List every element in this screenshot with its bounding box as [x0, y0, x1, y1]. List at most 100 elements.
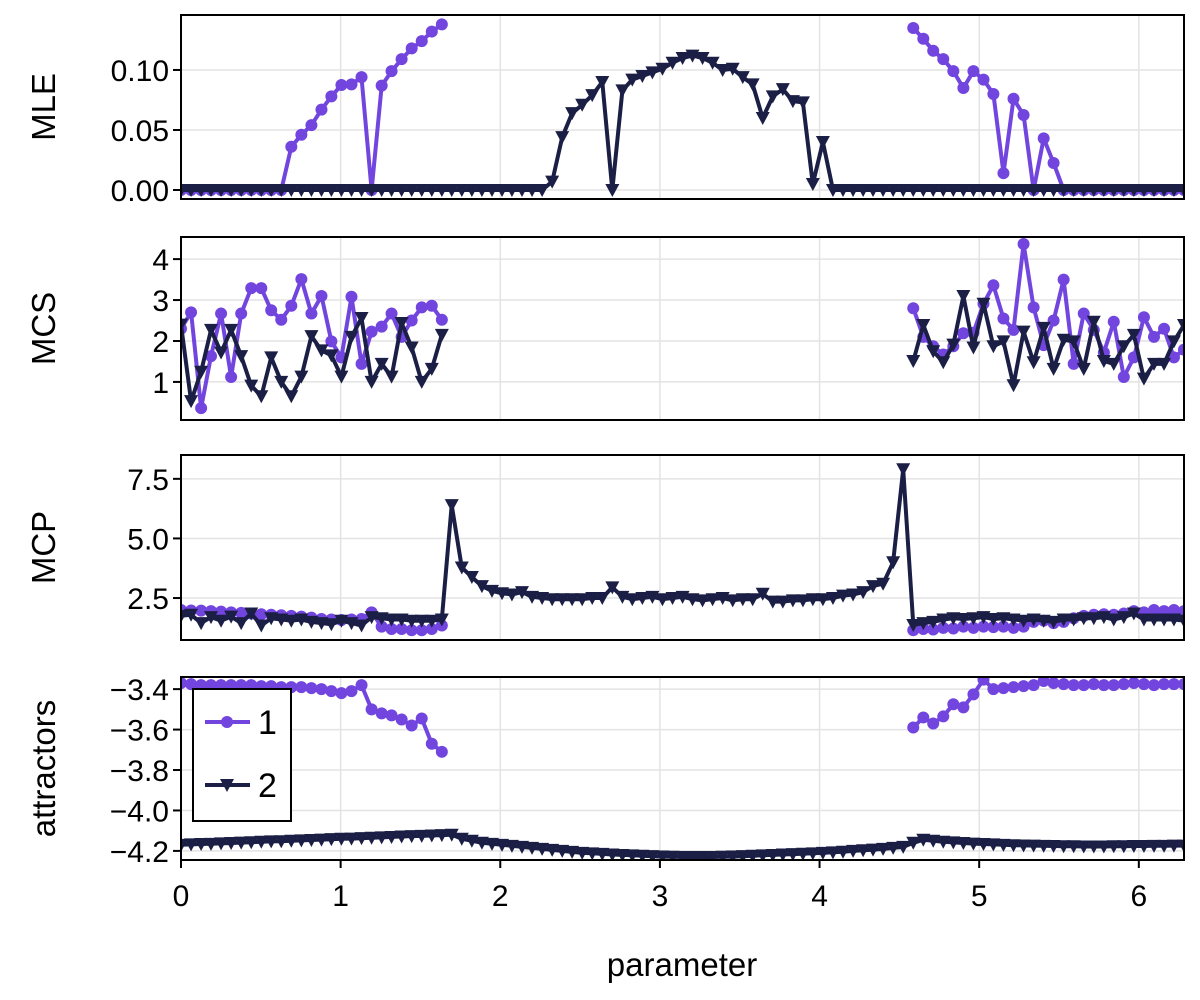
series-2-point: [274, 613, 289, 627]
series-2-point: [655, 850, 670, 860]
series-2-point: [234, 350, 249, 364]
series-1-point: [1047, 314, 1060, 327]
series-1-point: [1167, 678, 1180, 691]
series-2-point: [304, 330, 319, 344]
series-2-point: [1166, 183, 1181, 197]
series-1-point: [1057, 273, 1070, 286]
series-1-point: [435, 18, 448, 31]
series-2-point: [725, 594, 740, 608]
series-2-point: [384, 613, 399, 627]
series-2-point: [846, 588, 861, 602]
series-2-point: [1166, 613, 1181, 627]
series-2-point: [374, 612, 389, 626]
plot-area-mcp: [181, 463, 1184, 637]
series-2-point: [324, 183, 339, 197]
series-2-point: [775, 83, 790, 97]
series-1-point: [1137, 678, 1150, 691]
series-2-point: [354, 832, 369, 846]
series-2-point: [1116, 611, 1131, 625]
series-1-point: [225, 371, 238, 384]
y-tick-label: 2: [152, 326, 169, 359]
series-2-point: [254, 183, 269, 197]
series-2-point: [334, 183, 349, 197]
series-2-point: [635, 69, 650, 83]
series-2-point: [1146, 183, 1161, 197]
series-2-point: [575, 593, 590, 607]
series-2-point: [645, 66, 660, 80]
series-2-point: [916, 319, 931, 333]
series-1-point: [957, 701, 970, 714]
series-1-point: [987, 621, 1000, 634]
series-1-point: [1107, 679, 1120, 692]
series-2-point: [1026, 839, 1041, 853]
series-2-point: [635, 592, 650, 606]
series-2-point: [695, 594, 710, 608]
series-2-point: [404, 183, 419, 197]
series-2-point: [1026, 356, 1041, 370]
series-2-point: [424, 362, 439, 376]
series-2-point: [715, 850, 730, 860]
series-1-point: [315, 683, 328, 696]
y-axis-label-attractors: attractors: [25, 700, 62, 838]
series-2-point: [1056, 333, 1071, 347]
series-1-point: [927, 717, 940, 730]
legend-box: [192, 688, 292, 822]
series-2-point: [384, 830, 399, 844]
series-2-point: [244, 607, 259, 621]
series-1-point: [405, 314, 418, 327]
series-1-point: [415, 301, 428, 314]
series-2-point: [695, 850, 710, 860]
series-2-point: [1036, 614, 1051, 628]
series-1-point: [395, 53, 408, 66]
series-2-point: [545, 175, 560, 189]
series-2-point: [495, 838, 510, 852]
series-2-point: [214, 183, 229, 197]
series-2-point: [384, 183, 399, 197]
series-2-point: [294, 183, 309, 197]
series-2-point: [264, 612, 279, 626]
series-1-point: [415, 624, 428, 637]
series-2-point: [906, 836, 921, 850]
series-1-point: [385, 709, 398, 722]
series-2-point: [294, 834, 309, 848]
series-2-point: [1136, 372, 1151, 386]
series-1-point: [947, 622, 960, 635]
series-1-point: [345, 78, 358, 91]
series-1-point: [987, 683, 1000, 696]
series-2-point: [354, 619, 369, 633]
series-2-point: [324, 833, 339, 847]
series-2-point: [555, 593, 570, 607]
series-1-point: [967, 688, 980, 701]
series-1-point: [235, 606, 248, 619]
series-1-point: [997, 167, 1010, 180]
series-2-point: [815, 135, 830, 149]
series-1-point: [917, 32, 930, 45]
y-axis-label-mcp: MCP: [25, 511, 62, 584]
series-2-point: [1006, 183, 1021, 197]
series-2-point: [1116, 183, 1131, 197]
legend-label-1: 1: [258, 704, 277, 742]
series-2-point: [484, 584, 499, 598]
series-2-point: [1056, 183, 1071, 197]
series-2-point: [785, 95, 800, 109]
series-1-point: [937, 53, 950, 66]
series-2-point: [595, 847, 610, 860]
series-2-point: [795, 847, 810, 860]
series-1-point: [275, 313, 288, 326]
panel-mcp: 2.5 5.0 7.5 MCP: [25, 454, 1185, 641]
series-1-point: [1017, 237, 1030, 250]
series-2-point: [194, 838, 209, 852]
series-2-point: [1106, 357, 1121, 371]
series-2-point: [284, 183, 299, 197]
series-2-point: [264, 183, 279, 197]
series-1-point: [355, 357, 368, 370]
series-2-point: [284, 614, 299, 628]
series-2-point: [1066, 613, 1081, 627]
series-2-point: [1116, 840, 1131, 854]
series-2-point: [364, 831, 379, 845]
series-1-point: [927, 44, 940, 57]
series-2-point: [1066, 840, 1081, 854]
series-2-point: [735, 850, 750, 860]
series-2-point: [555, 844, 570, 858]
series-2-point: [755, 111, 770, 125]
